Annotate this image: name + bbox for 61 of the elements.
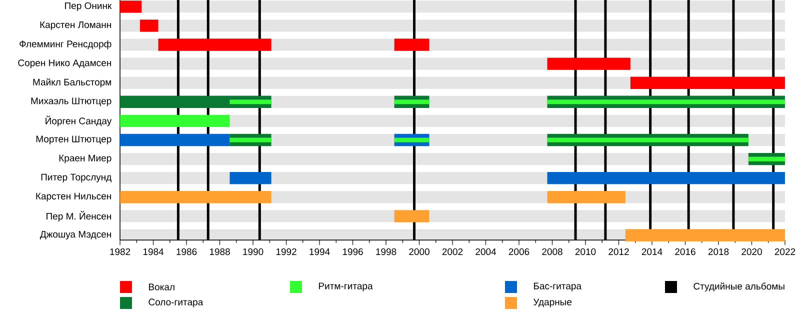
bar [230, 100, 272, 104]
y-tick-label: Майкл Бальсторм [33, 78, 111, 88]
y-tick-label: Питер Торслунд [41, 174, 112, 182]
legend-label: Бас-гитара [534, 282, 582, 292]
x-tick-label: 2010 [575, 248, 596, 256]
x-tick-label: 1994 [310, 248, 330, 256]
x-tick-label: 2020 [742, 248, 762, 256]
bar [394, 210, 430, 222]
x-tick-label: 1982 [110, 248, 130, 256]
y-tick-label: Пер М. Йенсен [46, 210, 111, 222]
bar [140, 20, 158, 32]
x-tick-label: 2004 [476, 248, 496, 256]
y-tick-label: Флемминг Ренсдорф [20, 40, 112, 50]
bar [547, 138, 748, 142]
legend-label: Ударные [533, 298, 572, 308]
y-tick-label: Йорген Сандау [46, 116, 112, 126]
x-tick-label: 2016 [675, 248, 696, 256]
x-tick-label: 1992 [276, 248, 296, 256]
x-tick-label: 2014 [642, 248, 662, 256]
x-tick-label: 1996 [342, 248, 363, 256]
bar [120, 96, 272, 108]
x-tick-label: 2002 [442, 248, 463, 256]
bar [547, 58, 630, 70]
bar [547, 172, 785, 184]
y-tick-label: Михаэль Штютцер [31, 98, 112, 106]
x-tick-label: 1988 [210, 248, 230, 256]
x-tick-label: 2012 [608, 248, 629, 256]
bar [394, 38, 430, 51]
x-tick-label: 2022 [774, 248, 796, 256]
x-tick-label: 2006 [508, 248, 530, 256]
x-tick-label: 1984 [143, 248, 164, 256]
bar [547, 100, 785, 104]
x-tick-label: 2008 [542, 248, 562, 256]
x-tick-label: 1998 [376, 248, 396, 256]
x-tick-label: 2018 [708, 248, 729, 256]
x-tick-label: 2000 [409, 248, 430, 256]
bar [120, 191, 272, 204]
bar [230, 172, 272, 184]
legend-label: Студийные альбомы [694, 282, 784, 292]
bar [120, 134, 230, 146]
bar [748, 156, 785, 162]
bar [630, 76, 785, 89]
bar [625, 229, 785, 242]
bar [120, 0, 142, 13]
x-tick-label: 1990 [243, 248, 264, 256]
y-tick-label: Мортен Штютцер [36, 136, 112, 144]
y-tick-label: Карстен Ломанн [40, 21, 111, 30]
legend-label: Соло-гитара [148, 298, 204, 308]
bar [230, 138, 272, 142]
legend-label: Вокал [148, 284, 174, 290]
y-tick-label: Карстен Нильсен [36, 192, 111, 202]
y-tick-label: Сорен Нико Адамсен [18, 60, 111, 68]
bar [394, 138, 430, 142]
x-tick-label: 1986 [176, 248, 197, 256]
bar [158, 38, 272, 51]
y-tick-label: Краен Миер [59, 154, 112, 164]
bar [394, 100, 430, 104]
bar [547, 191, 626, 204]
y-tick-label: Джошуа Мэдсен [40, 230, 111, 240]
y-tick-label: Пер Онинк [65, 2, 112, 11]
legend-label: Ритм-гитара [318, 282, 373, 292]
